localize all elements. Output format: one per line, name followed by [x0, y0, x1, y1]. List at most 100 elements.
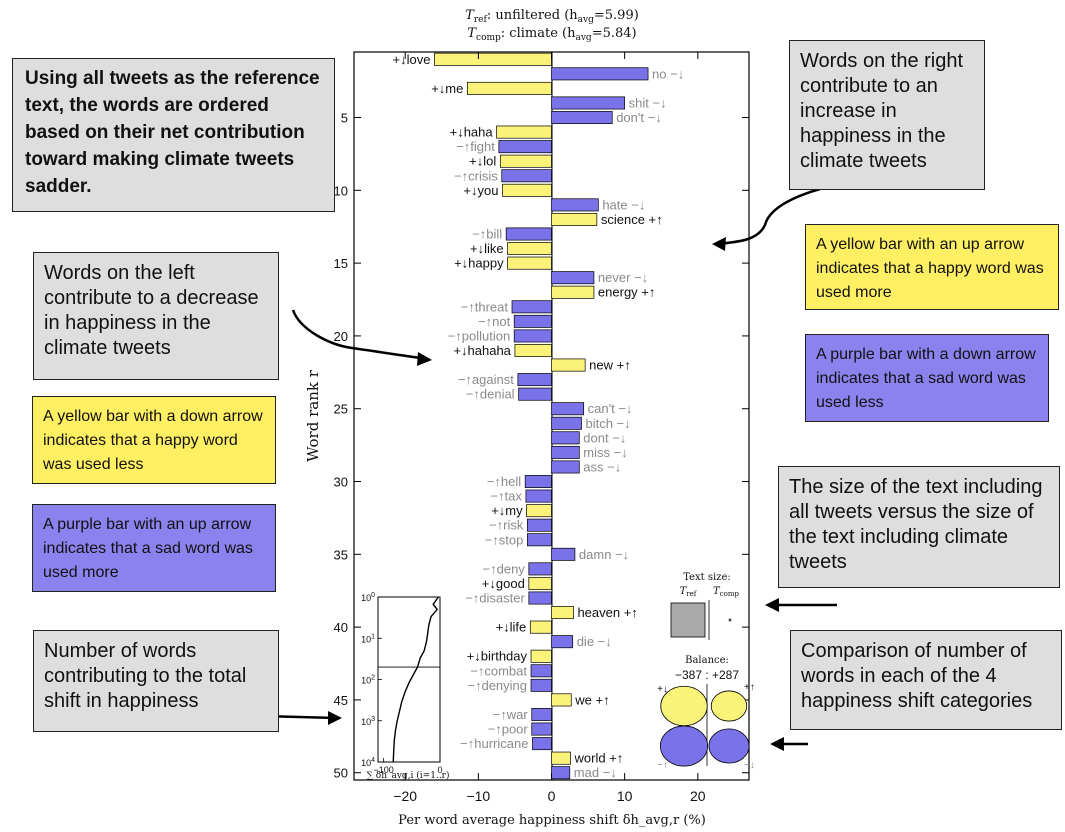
bar-46: [531, 708, 552, 721]
bar-40: [529, 620, 552, 634]
inset-cumulative-plot: 100 101 102 103 104−100 0 ∑ δh_avg,i (i=1..r): [361, 592, 449, 781]
y-tick-label-45: 45: [334, 693, 348, 708]
header-reference-line: Tref: unfiltered (havg=5.99): [465, 8, 639, 25]
bar-label-12: science +↑: [601, 212, 663, 227]
callout-num-words: Number of words contributing to the tota…: [33, 630, 279, 732]
bar-label-33: −↑risk: [489, 518, 524, 533]
bar-33: [527, 518, 552, 532]
text-size-ref-label: Tref: [680, 586, 698, 598]
bar-27: [551, 431, 580, 445]
bar-34: [527, 533, 552, 547]
text-size-title: Text size:: [683, 572, 731, 583]
bar-label-6: +↓haha: [450, 125, 494, 140]
balance-ellipses-group: +↓ +↑ −↑ −↓: [657, 682, 755, 771]
bar-21: [514, 344, 552, 357]
balance-ellipse-sad-more: [659, 725, 709, 767]
callout-yellow-up: A yellow bar with an up arrow indicates …: [805, 224, 1059, 310]
text-size-comp-label: Tcomp: [713, 586, 739, 598]
bars-group: [434, 52, 649, 780]
bar-label-7: −↑fight: [456, 139, 495, 154]
inset-frame: [377, 596, 441, 763]
bar-label-49: world +↑: [574, 751, 624, 766]
bar-label-13: −↑bill: [472, 227, 502, 242]
bar-14: [507, 242, 552, 256]
bar-8: [499, 154, 552, 168]
inset-y-label-4: 104: [361, 757, 375, 768]
bar-44: [530, 678, 552, 692]
bar-label-3: +↓me: [431, 81, 463, 96]
bar-17: [551, 285, 595, 299]
balance-label-sad-more: −↑: [657, 760, 668, 771]
bar-label-16: never −↓: [598, 270, 648, 285]
bar-10: [502, 183, 552, 197]
bar-label-19: −↑not: [478, 314, 511, 329]
bar-label-37: +↓good: [482, 576, 525, 591]
bar-label-28: miss −↓: [583, 445, 627, 460]
bar-18: [511, 300, 552, 314]
arrow-left-words: [291, 309, 429, 361]
arrowhead-right-words: [712, 237, 726, 251]
bar-37: [528, 576, 552, 590]
balance-ellipse-sad-less: [708, 728, 750, 764]
inset-x-label-1: 0: [437, 765, 442, 775]
callout-ordering: Using all tweets as the reference text, …: [12, 58, 335, 212]
inset-y-label-2: 102: [361, 675, 375, 686]
bar-24: [518, 387, 552, 401]
y-tick-label-40: 40: [334, 620, 348, 635]
bar-41: [551, 635, 574, 649]
bar-3: [467, 81, 552, 95]
bar-38: [528, 591, 552, 605]
y-tick-label-30: 30: [334, 475, 348, 490]
bar-label-41: die −↓: [577, 634, 612, 649]
balance-ellipse-happy-more: [710, 690, 748, 722]
inset-x-label: ∑ δh_avg,i (i=1..r): [366, 770, 449, 781]
balance-counts: −387 : +287: [675, 668, 739, 682]
bar-label-36: −↑deny: [483, 561, 526, 576]
y-tick-label-15: 15: [334, 256, 348, 271]
bar-45: [551, 693, 572, 707]
arrow-heads: [328, 237, 784, 751]
bar-label-11: hate −↓: [602, 197, 645, 212]
arrowhead-num-words: [328, 711, 342, 725]
bar-label-10: +↓you: [463, 183, 498, 198]
bar-label-38: −↑disaster: [465, 591, 525, 606]
bar-42: [530, 649, 552, 663]
y-ticks-group: 5 10 15 20 25 30 35 40 45 50: [334, 111, 749, 781]
bar-label-50: mad −↓: [574, 765, 617, 780]
bar-label-17: energy +↑: [598, 285, 655, 300]
inset-y-label-3: 103: [361, 716, 375, 727]
bar-label-30: −↑hell: [487, 474, 521, 489]
header-comparison-line: Tcomp: climate (havg=5.84): [467, 26, 636, 43]
y-tick-label-35: 35: [334, 547, 348, 562]
bar-label-39: heaven +↑: [577, 605, 637, 620]
bar-6: [496, 125, 552, 139]
bar-35: [551, 547, 576, 561]
bar-label-35: damn −↓: [579, 547, 629, 562]
callout-left-words: Words on the left contribute to a decrea…: [33, 252, 279, 380]
bar-label-27: dont −↓: [583, 430, 626, 445]
bar-22: [551, 358, 586, 372]
bar-label-48: −↑hurricane: [460, 736, 528, 751]
bar-12: [551, 212, 598, 226]
x-tick-label-20: 20: [690, 788, 706, 804]
text-size-comp-box: [728, 618, 732, 622]
arrowhead-comparison: [770, 737, 784, 751]
bar-30: [524, 475, 552, 488]
bar-label-18: −↑threat: [461, 299, 509, 314]
y-tick-label-50: 50: [334, 766, 348, 781]
bar-49: [551, 751, 571, 765]
bar-label-32: +↓my: [491, 503, 523, 518]
bar-20: [513, 329, 552, 343]
y-tick-label-5: 5: [341, 111, 348, 126]
callout-purple-down: A purple bar with a down arrow indicates…: [805, 334, 1049, 422]
x-tick-label--10: −10: [466, 788, 490, 804]
x-tick-label--20: −20: [393, 788, 417, 804]
bar-label-44: −↑denying: [467, 678, 527, 693]
bar-16: [551, 271, 595, 285]
bar-label-45: we +↑: [574, 692, 609, 707]
bar-29: [551, 460, 580, 474]
bar-11: [551, 198, 599, 212]
bar-label-15: +↓happy: [454, 256, 504, 271]
bar-label-23: −↑against: [458, 372, 514, 387]
